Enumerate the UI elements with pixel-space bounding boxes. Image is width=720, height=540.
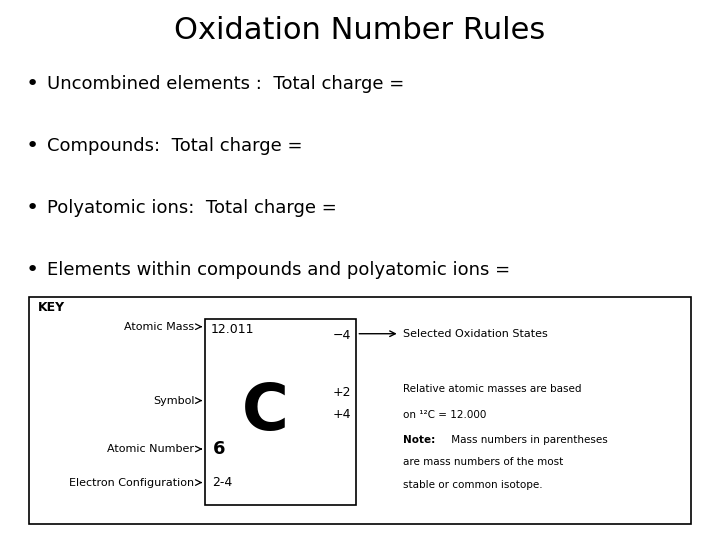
Text: •: •	[26, 136, 39, 156]
Text: •: •	[26, 198, 39, 218]
Text: •: •	[26, 260, 39, 280]
Text: 6: 6	[212, 440, 225, 458]
Text: stable or common isotope.: stable or common isotope.	[403, 480, 543, 490]
Text: Oxidation Number Rules: Oxidation Number Rules	[174, 16, 546, 45]
Text: Elements within compounds and polyatomic ions =: Elements within compounds and polyatomic…	[47, 261, 510, 279]
Text: Compounds:  Total charge =: Compounds: Total charge =	[47, 137, 302, 155]
Text: Mass numbers in parentheses: Mass numbers in parentheses	[448, 435, 608, 445]
Text: Selected Oxidation States: Selected Oxidation States	[403, 329, 548, 339]
Text: Polyatomic ions:  Total charge =: Polyatomic ions: Total charge =	[47, 199, 336, 217]
Text: +4: +4	[332, 408, 351, 421]
Text: Uncombined elements :  Total charge =: Uncombined elements : Total charge =	[47, 75, 404, 93]
Text: Atomic Mass: Atomic Mass	[125, 322, 194, 332]
Text: •: •	[26, 73, 39, 94]
Text: +2: +2	[332, 386, 351, 399]
Text: Note:: Note:	[403, 435, 436, 445]
Text: C: C	[242, 381, 289, 443]
Text: Atomic Number: Atomic Number	[107, 444, 194, 454]
Text: Symbol: Symbol	[153, 396, 194, 406]
Text: −4: −4	[332, 329, 351, 342]
Text: Electron Configuration: Electron Configuration	[69, 477, 194, 488]
Text: Relative atomic masses are based: Relative atomic masses are based	[403, 384, 582, 394]
Text: are mass numbers of the most: are mass numbers of the most	[403, 457, 564, 468]
Text: 12.011: 12.011	[211, 323, 254, 336]
Bar	[205, 319, 356, 505]
Text: KEY: KEY	[37, 301, 65, 314]
Bar	[29, 297, 691, 524]
Text: 2-4: 2-4	[212, 476, 233, 489]
Text: on ¹²C = 12.000: on ¹²C = 12.000	[403, 410, 487, 420]
